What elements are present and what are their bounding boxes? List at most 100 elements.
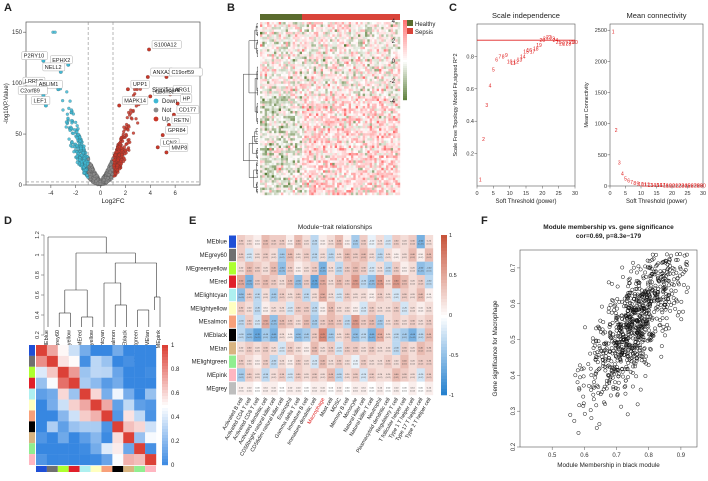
heatmap-cell: [269, 34, 272, 37]
gene-label: RETN: [174, 118, 189, 124]
heatmap-cell: [342, 42, 345, 45]
heatmap-cell: [260, 94, 263, 97]
heatmap-cell: [372, 126, 375, 129]
heatmap-cell: [267, 151, 270, 154]
heatmap-cell: [309, 138, 312, 141]
heatmap-cell: [377, 138, 380, 141]
heatmap-cell: [295, 128, 298, 131]
heatmap-cell: [297, 111, 300, 114]
heatmap-cell: [281, 128, 284, 131]
heatmap-cell: [384, 76, 387, 79]
heatmap-cell: [260, 126, 263, 129]
heatmap-cell: [351, 32, 354, 35]
heatmap-cell: [395, 121, 398, 124]
heatmap-cell: [302, 29, 305, 32]
heatmap-cell: [353, 148, 356, 151]
volcano-point: [89, 175, 92, 178]
heatmap-cell: [288, 109, 291, 112]
heatmap-cell: [323, 39, 326, 42]
heatmap-cell: [379, 141, 382, 144]
heatmap-cell: [318, 44, 321, 47]
heatmap-cell: [339, 62, 342, 65]
heatmap-cell: [316, 79, 319, 82]
heatmap-cell: [311, 143, 314, 146]
heatmap-cell: [297, 59, 300, 62]
heatmap-cell: [325, 74, 328, 77]
volcano-point: [117, 159, 120, 162]
heatmap-cell: [274, 118, 277, 121]
gene-label: HP: [183, 97, 191, 103]
heatmap-cell: [353, 89, 356, 92]
heatmap-cell: [330, 118, 333, 121]
heatmap-cell: [328, 111, 331, 114]
heatmap-cell: [395, 79, 398, 82]
heatmap-cell: [286, 128, 289, 131]
heatmap-cell: [321, 91, 324, 94]
heatmap-cell: [381, 79, 384, 82]
heatmap-cell: [269, 123, 272, 126]
heatmap-cell: [321, 34, 324, 37]
heatmap-cell: [365, 141, 368, 144]
heatmap-cell: [342, 62, 345, 65]
heatmap-cell: [288, 66, 291, 69]
heatmap-cell: [316, 121, 319, 124]
heatmap-cell: [370, 101, 373, 104]
heatmap-cell: [262, 141, 265, 144]
heatmap-cell: [395, 42, 398, 45]
heatmap-cell: [283, 42, 286, 45]
heatmap-cell: [318, 34, 321, 37]
heatmap-cell: [325, 27, 328, 30]
heatmap-cell: [349, 57, 352, 60]
heatmap-cell: [288, 54, 291, 57]
heatmap-cell: [391, 143, 394, 146]
heatmap-cell: [349, 94, 352, 97]
heatmap-cell: [288, 118, 291, 121]
heatmap-cell: [274, 49, 277, 52]
heatmap-cell: [295, 121, 298, 124]
heatmap-cell: [332, 153, 335, 156]
heatmap-cell: [311, 101, 314, 104]
heatmap-cell: [288, 113, 291, 116]
heatmap-cell: [353, 118, 356, 121]
volcano-point: [75, 131, 78, 134]
heatmap-cell: [330, 113, 333, 116]
heatmap-cell: [332, 54, 335, 57]
heatmap-cell: [272, 86, 275, 89]
heatmap-cell: [386, 101, 389, 104]
heatmap-cell: [337, 126, 340, 129]
heatmap-cell: [349, 62, 352, 65]
heatmap-cell: [307, 84, 310, 87]
heatmap-cell: [353, 99, 356, 102]
heatmap-cell: [295, 76, 298, 79]
heatmap-cell: [281, 42, 284, 45]
heatmap-cell: [365, 44, 368, 47]
volcano-point: [93, 177, 96, 180]
heatmap-cell: [358, 113, 361, 116]
heatmap-cell: [388, 141, 391, 144]
heatmap-cell: [393, 71, 396, 74]
heatmap-cell: [384, 101, 387, 104]
heatmap-cell: [344, 24, 347, 27]
heatmap-cell: [286, 148, 289, 151]
heatmap-cell: [274, 29, 277, 32]
heatmap-cell: [281, 94, 284, 97]
heatmap-cell: [358, 32, 361, 35]
heatmap-cell: [288, 133, 291, 136]
heatmap-cell: [307, 89, 310, 92]
heatmap-cell: [356, 84, 359, 87]
heatmap-cell: [395, 146, 398, 149]
heatmap-cell: [262, 44, 265, 47]
heatmap-cell: [351, 96, 354, 99]
heatmap-cell: [370, 81, 373, 84]
heatmap-cell: [318, 59, 321, 62]
heatmap-cell: [323, 44, 326, 47]
heatmap-cell: [370, 128, 373, 131]
heatmap-cell: [370, 22, 373, 25]
heatmap-cell: [388, 106, 391, 109]
heatmap-cell: [286, 104, 289, 107]
heatmap-cell: [269, 57, 272, 60]
heatmap-cell: [360, 113, 363, 116]
heatmap-cell: [281, 113, 284, 116]
heatmap-cell: [388, 66, 391, 69]
heatmap-cell: [398, 109, 401, 112]
